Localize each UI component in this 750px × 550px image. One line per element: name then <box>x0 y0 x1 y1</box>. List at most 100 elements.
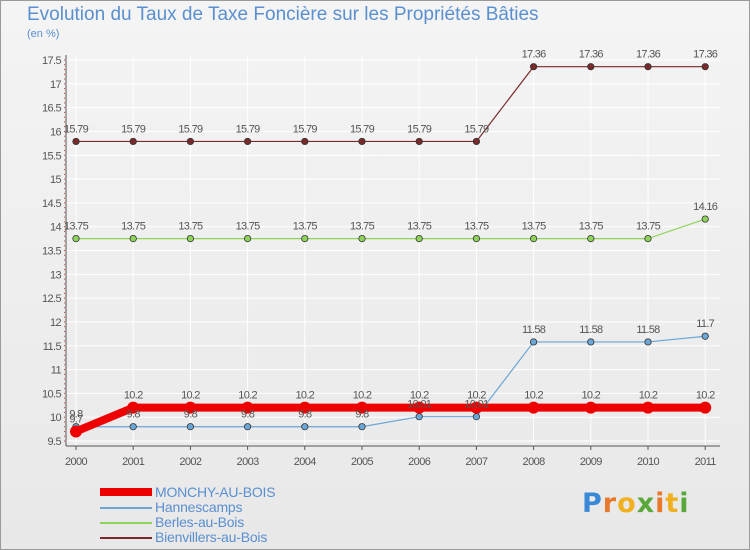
data-label-berles-au-bois: 13.75 <box>464 221 489 233</box>
data-label-bienvillers-au-bois: 15.79 <box>178 123 203 135</box>
data-label-bienvillers-au-bois: 15.79 <box>236 123 261 135</box>
legend-swatch-monchy-au-bois <box>100 488 152 496</box>
data-label-hannescamps: 9.8 <box>241 409 255 421</box>
data-point-hannescamps <box>186 423 194 431</box>
data-point-hannescamps <box>415 413 423 421</box>
data-label-monchy-au-bois: 10.2 <box>181 390 200 402</box>
y-minor-tick <box>64 178 65 180</box>
y-minor-tick <box>64 226 65 228</box>
y-minor-tick <box>64 259 65 261</box>
y-minor-tick <box>64 297 65 299</box>
y-minor-tick <box>64 130 65 132</box>
y-minor-tick <box>64 345 65 347</box>
y-tick-label: 13 <box>50 269 62 281</box>
logo-letter: i <box>655 488 666 519</box>
y-tick-label: 16.5 <box>42 103 61 115</box>
data-point-monchy-au-bois <box>413 401 426 414</box>
data-point-monchy-au-bois <box>356 401 368 414</box>
data-point-berles-au-bois <box>301 234 309 243</box>
legend-swatch-hannescamps <box>100 507 152 509</box>
data-point-hannescamps <box>129 423 137 431</box>
y-minor-tick <box>64 135 65 137</box>
data-point-hannescamps <box>529 338 538 346</box>
data-label-berles-au-bois: 13.75 <box>407 221 432 233</box>
y-minor-tick <box>64 373 65 375</box>
data-point-monchy-au-bois <box>127 401 140 414</box>
data-point-bienvillers-au-bois <box>529 63 538 71</box>
y-minor-tick <box>64 330 65 332</box>
y-minor-tick <box>64 430 65 432</box>
data-point-bienvillers-au-bois <box>415 137 423 146</box>
y-minor-tick <box>64 140 65 142</box>
data-point-monchy-au-bois <box>527 401 540 414</box>
y-minor-tick <box>64 316 65 318</box>
data-point-monchy-au-bois <box>642 401 654 414</box>
data-label-monchy-au-bois: 10.2 <box>124 390 143 402</box>
data-point-bienvillers-au-bois <box>72 137 80 146</box>
data-label-bienvillers-au-bois: 17.36 <box>636 49 661 61</box>
y-minor-tick <box>64 369 65 371</box>
y-tick-label: 12 <box>50 317 62 329</box>
data-point-berles-au-bois <box>186 234 194 243</box>
data-label-hannescamps: 9.8 <box>184 409 198 421</box>
y-minor-tick <box>64 326 65 328</box>
y-minor-tick <box>64 416 65 418</box>
data-point-bienvillers-au-bois <box>701 63 709 71</box>
y-minor-tick <box>64 250 65 251</box>
x-tick-label: 2001 <box>122 456 145 468</box>
y-minor-tick <box>64 383 65 385</box>
data-label-berles-au-bois: 13.75 <box>350 221 375 233</box>
y-minor-tick <box>64 283 65 285</box>
data-label-bienvillers-au-bois: 15.79 <box>350 123 375 135</box>
y-minor-tick <box>64 350 65 352</box>
x-tick-label: 2006 <box>408 456 431 468</box>
data-label-hannescamps: 10.01 <box>407 399 432 411</box>
y-minor-tick <box>64 359 65 361</box>
y-minor-tick <box>64 426 65 428</box>
series-line-bienvillers-au-bois <box>75 66 706 143</box>
y-minor-tick <box>64 230 65 232</box>
x-tick-label: 2004 <box>294 456 317 468</box>
y-minor-tick <box>64 397 65 399</box>
y-minor-tick <box>64 83 65 85</box>
data-point-monchy-au-bois <box>584 401 597 414</box>
y-minor-tick <box>64 292 65 294</box>
y-minor-tick <box>64 188 65 190</box>
data-point-bienvillers-au-bois <box>358 137 366 146</box>
y-minor-tick <box>64 121 65 123</box>
y-minor-tick <box>64 69 65 71</box>
data-label-berles-au-bois: 13.75 <box>636 221 661 233</box>
data-label-bienvillers-au-bois: 17.36 <box>522 49 547 61</box>
y-tick-label: 9.5 <box>48 436 62 448</box>
data-point-berles-au-bois <box>244 234 252 243</box>
y-minor-tick <box>64 102 65 104</box>
data-point-berles-au-bois <box>72 234 80 243</box>
data-label-hannescamps: 9.8 <box>69 409 83 421</box>
data-point-berles-au-bois <box>129 234 137 243</box>
x-tick-label: 2009 <box>580 456 603 468</box>
data-point-monchy-au-bois <box>70 425 82 438</box>
legend-label-monchy-au-bois: MONCHY-AU-BOIS <box>155 484 276 500</box>
y-minor-tick <box>64 354 65 356</box>
y-minor-tick <box>64 378 65 380</box>
y-tick-label: 16 <box>50 126 62 138</box>
data-label-monchy-au-bois: 10.2 <box>238 390 257 402</box>
logo-letter: o <box>617 488 637 519</box>
y-tick-label: 11 <box>51 365 62 377</box>
data-point-monchy-au-bois <box>470 401 483 414</box>
data-label-bienvillers-au-bois: 17.36 <box>693 49 718 61</box>
y-tick-label: 10.5 <box>42 388 61 400</box>
y-minor-tick <box>64 335 65 337</box>
data-label-berles-au-bois: 13.75 <box>121 221 146 233</box>
y-axis-unit-label: (en %) <box>27 28 60 40</box>
data-label-berles-au-bois: 13.75 <box>522 221 547 233</box>
data-label-monchy-au-bois: 10.2 <box>639 390 658 402</box>
data-label-hannescamps: 9.8 <box>127 409 141 421</box>
legend-swatch-bienvillers-au-bois <box>100 537 152 539</box>
y-minor-tick <box>64 288 65 290</box>
data-label-bienvillers-au-bois: 15.79 <box>407 123 432 135</box>
data-point-bienvillers-au-bois <box>186 137 194 146</box>
y-tick-label: 12.5 <box>42 293 61 305</box>
